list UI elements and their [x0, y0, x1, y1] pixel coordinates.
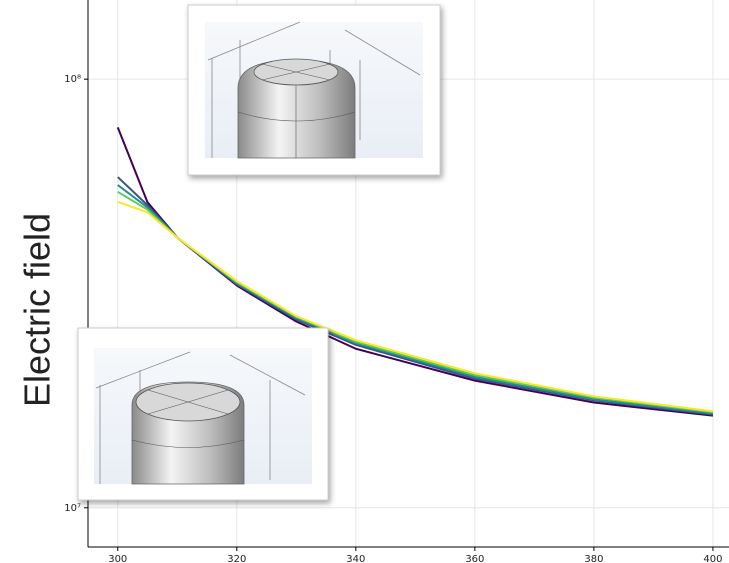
x-tick-label: 320 [227, 554, 246, 563]
x-tick-label: 400 [703, 554, 722, 563]
series-line [117, 176, 714, 416]
y-tick-label: 10⁷ [64, 503, 81, 514]
y-axis-label: Electric field [17, 213, 58, 407]
inset-top [187, 4, 441, 176]
series-line [116, 126, 714, 417]
x-tick-label: 300 [108, 554, 127, 563]
y-tick-label: 10⁸ [64, 74, 81, 85]
plot [116, 126, 714, 417]
x-tick-label: 340 [346, 554, 365, 563]
x-tick-label: 360 [465, 554, 484, 563]
series-line [117, 201, 714, 413]
inset-bottom [77, 327, 329, 501]
series-line [117, 184, 714, 415]
x-tick-label: 380 [584, 554, 603, 563]
